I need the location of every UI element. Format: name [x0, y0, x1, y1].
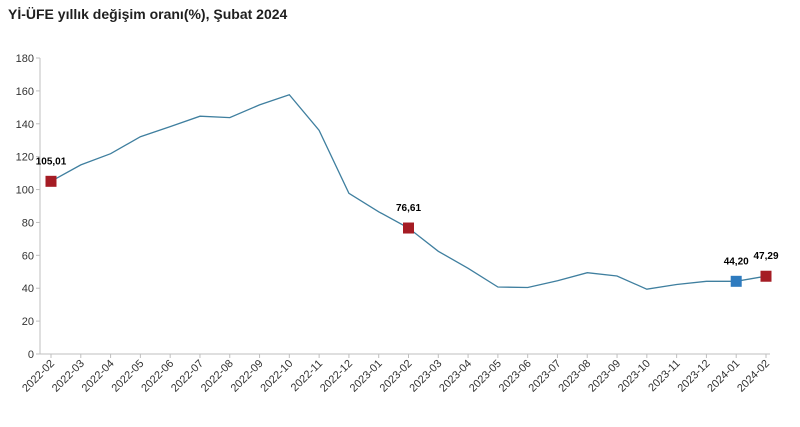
- series-line: [50, 93, 767, 290]
- y-tick-label: 60: [22, 250, 34, 262]
- data-point-marker: [730, 275, 742, 287]
- y-tick-label: 100: [16, 185, 34, 197]
- y-tick-label: 40: [22, 283, 34, 295]
- data-point-marker: [403, 222, 414, 234]
- data-label: 44,20: [724, 256, 749, 267]
- data-label: 47,29: [753, 251, 778, 262]
- y-tick-label: 160: [16, 86, 34, 98]
- y-tick-label: 180: [16, 53, 34, 65]
- chart-title: Yİ-ÜFE yıllık değişim oranı(%), Şubat 20…: [8, 6, 288, 22]
- x-tick-label: 2024-02: [735, 358, 772, 395]
- y-tick-label: 20: [22, 316, 34, 328]
- x-tick-label: 2023-10: [616, 358, 653, 395]
- data-label: 105,01: [36, 156, 67, 167]
- x-tick-label: 2022-10: [258, 358, 295, 395]
- y-tick-label: 140: [16, 119, 34, 131]
- y-tick-label: 80: [22, 217, 34, 229]
- data-point-marker: [45, 175, 57, 187]
- data-label: 76,61: [396, 203, 421, 214]
- y-tick-label: 0: [28, 349, 34, 361]
- data-point-marker: [760, 270, 772, 282]
- y-tick-label: 120: [16, 152, 34, 164]
